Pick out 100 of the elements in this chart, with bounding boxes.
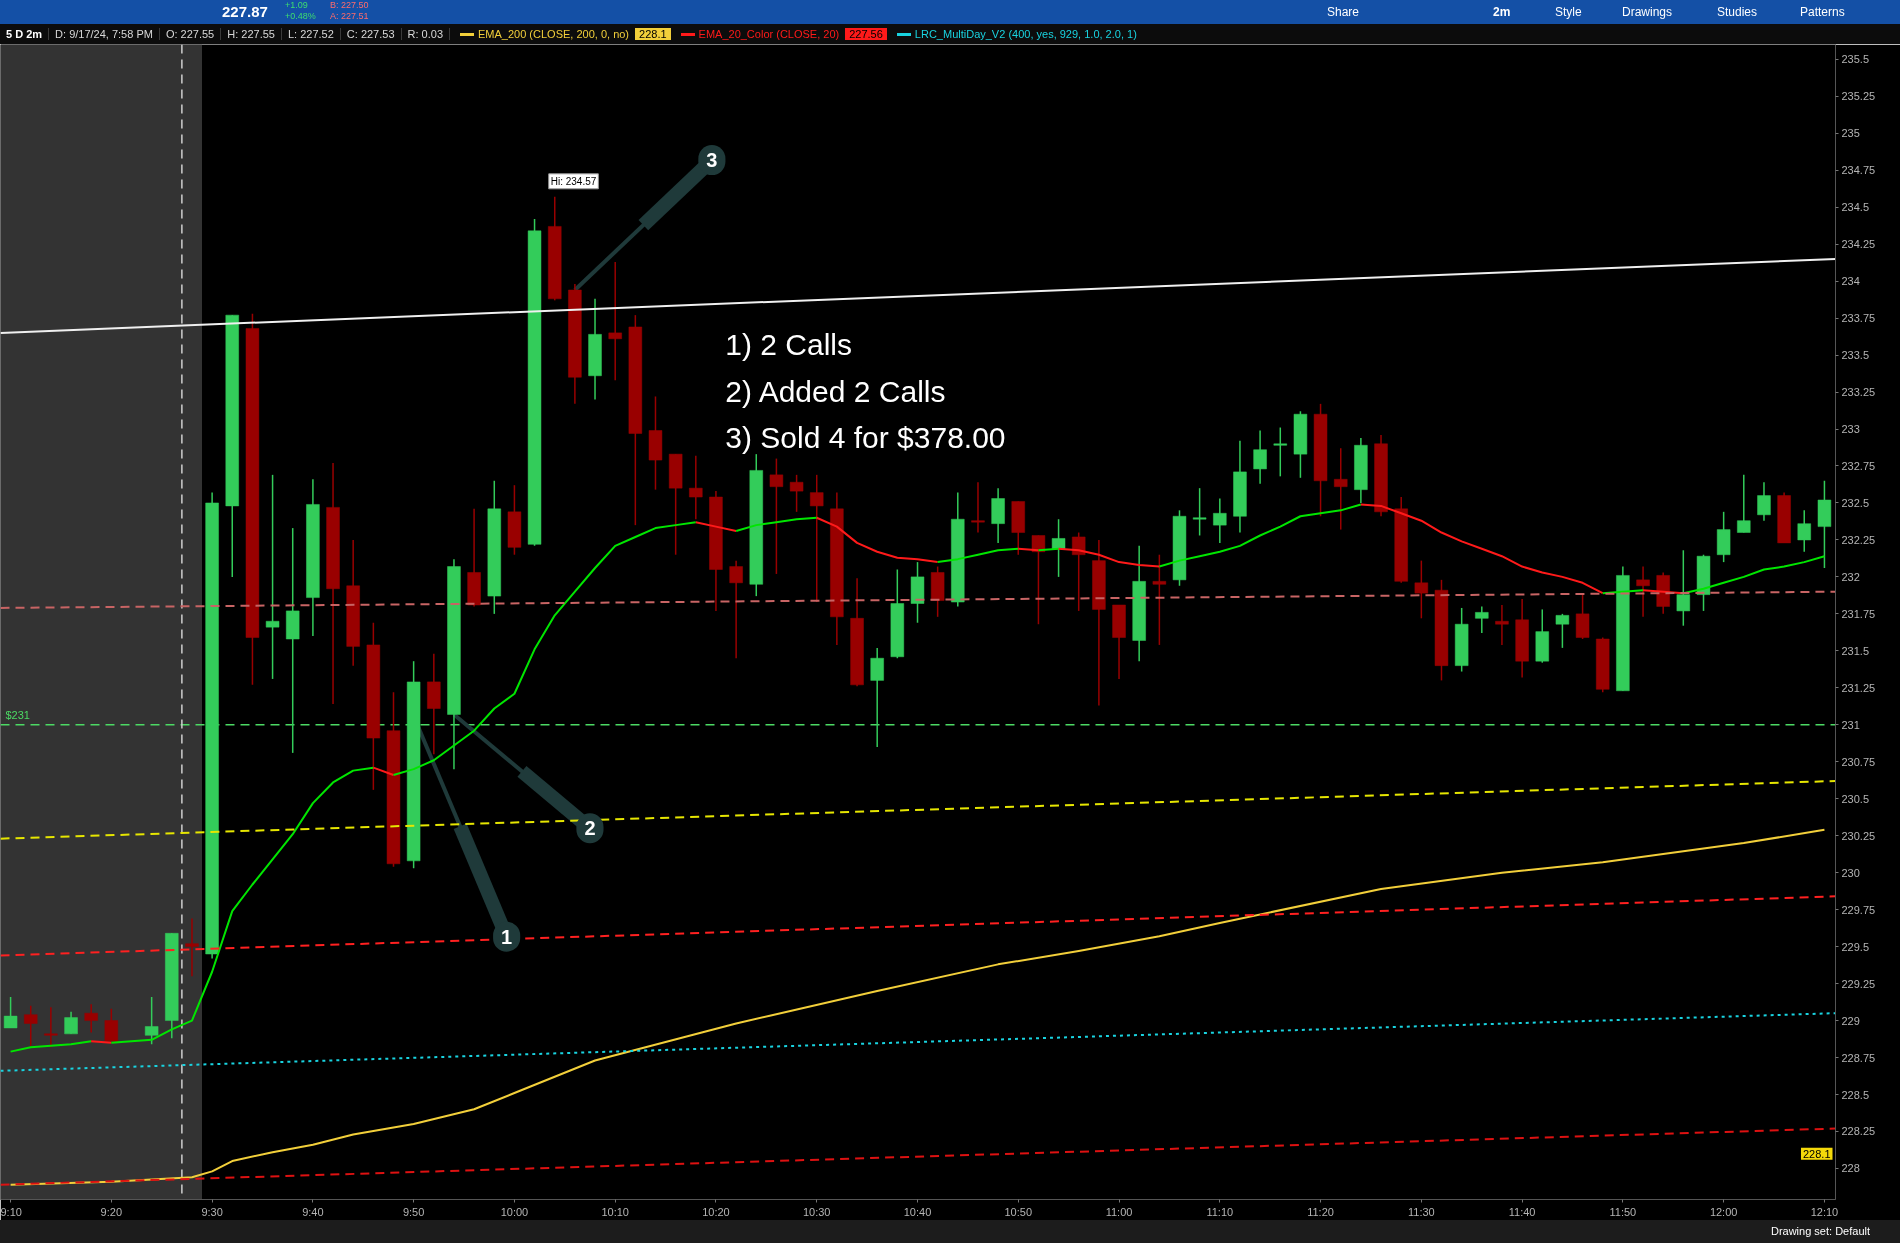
annotation: 3 — [706, 149, 718, 172]
text: R: 0.03 — [401, 28, 450, 40]
candlestick — [44, 1006, 58, 1048]
text: 227.56 — [845, 28, 887, 40]
y-tick-label: 230.75 — [1841, 755, 1876, 768]
candlestick — [1737, 474, 1751, 534]
line-series — [936, 547, 1020, 564]
line-series — [392, 521, 697, 777]
candlestick — [1031, 534, 1046, 625]
y-tick-label: 228 — [1841, 1162, 1860, 1175]
x-tick-label: 10:50 — [1004, 1205, 1033, 1218]
y-tick-label: 233.75 — [1841, 312, 1876, 325]
y-tick-label: 231.25 — [1841, 681, 1876, 694]
y-tick-label: 234 — [1841, 275, 1860, 288]
x-tick-label: 11:40 — [1508, 1205, 1536, 1218]
candlestick — [1051, 518, 1066, 578]
candlestick — [1334, 447, 1348, 531]
candlestick — [1636, 565, 1650, 618]
text: 5 D 2m — [0, 28, 50, 40]
y-tick-label: 233 — [1841, 423, 1860, 436]
x-tick-label: 9:30 — [201, 1205, 223, 1218]
y-tick-label: 235 — [1841, 127, 1860, 140]
text: 228.1 — [635, 28, 671, 40]
y-tick-label: 230.5 — [1841, 792, 1870, 805]
candlestick — [971, 481, 985, 534]
x-tick-label: 11:10 — [1206, 1205, 1234, 1218]
x-tick-label: 12:00 — [1709, 1205, 1738, 1218]
ref-line-label: $231 — [5, 708, 30, 721]
candlestick — [1253, 429, 1267, 485]
y-tick-label: 229.75 — [1841, 903, 1876, 916]
y-tick-label: 231 — [1841, 718, 1860, 731]
text: O: 227.55 — [159, 28, 222, 40]
candlestick — [1555, 613, 1570, 649]
y-tick-label: 233.25 — [1841, 386, 1876, 399]
text: Patterns — [1800, 5, 1845, 19]
candlestick — [185, 917, 199, 977]
y-tick-label: 230 — [1841, 866, 1860, 879]
x-tick-label: 10:20 — [702, 1205, 730, 1218]
x-tick-label: 9:20 — [100, 1205, 123, 1218]
x-tick-label: 11:00 — [1105, 1205, 1133, 1218]
candlestick — [1213, 497, 1227, 544]
annotation: 1) 2 Calls — [725, 328, 853, 362]
x-tick-label: 9:10 — [0, 1205, 22, 1218]
text: A: 227.51 — [330, 11, 369, 21]
text: 2m — [1493, 5, 1511, 19]
candlestick — [84, 1003, 98, 1034]
text: 227.87 — [222, 3, 268, 20]
candlestick — [24, 1005, 38, 1047]
candlestick — [1797, 509, 1811, 553]
y-tick-label: 228.75 — [1841, 1051, 1876, 1064]
y-tick-label: 229 — [1841, 1014, 1860, 1027]
text: Share — [1327, 5, 1360, 19]
x-tick-label: 11:50 — [1609, 1205, 1637, 1218]
annotation: 3) Sold 4 for $378.00 — [725, 420, 1006, 454]
text: L: 227.52 — [281, 28, 341, 40]
candlestick — [1676, 549, 1691, 627]
text: C: 227.53 — [340, 28, 402, 40]
candlestick — [64, 1010, 78, 1035]
line-series — [9, 1040, 93, 1053]
line-series — [1359, 503, 1604, 595]
line-series — [815, 516, 939, 564]
candlestick — [689, 454, 703, 520]
text: B: 227.50 — [330, 0, 369, 10]
line-series — [735, 516, 818, 533]
candlestick — [1072, 531, 1086, 612]
text: Studies — [1717, 5, 1758, 19]
text: Drawing set: Default — [1770, 1225, 1870, 1237]
y-tick-label: 232.5 — [1841, 496, 1870, 509]
y-tick-label: 232.75 — [1841, 459, 1876, 472]
text: Drawings — [1622, 5, 1673, 19]
y-tick-label: 235.5 — [1841, 53, 1870, 66]
annotation: 2) Added 2 Calls — [725, 374, 946, 408]
candlestick — [104, 1007, 119, 1043]
annotation: Hi: 234.57 — [550, 175, 597, 187]
x-tick-label: 10:30 — [802, 1205, 831, 1218]
y-tick-label: 233.5 — [1841, 349, 1870, 362]
y-tick-label: 235.25 — [1841, 90, 1876, 103]
text: Style — [1555, 5, 1582, 19]
x-tick-label: 10:00 — [500, 1205, 529, 1218]
y-tick-label: 231.75 — [1841, 607, 1876, 620]
y-tick-label: 232 — [1841, 570, 1860, 583]
candlestick — [265, 474, 280, 680]
annotation: 1 — [501, 925, 513, 948]
y-tick-label: 231.5 — [1841, 644, 1870, 657]
x-tick-label: 9:50 — [402, 1205, 425, 1218]
candlestick — [1495, 604, 1509, 646]
x-tick-label: 11:30 — [1407, 1205, 1435, 1218]
annotation: 228.1 — [1802, 1147, 1831, 1160]
candlestick — [1575, 592, 1590, 640]
candlestick — [1273, 426, 1287, 478]
y-tick-label: 230.25 — [1841, 829, 1876, 842]
annotation: 2 — [584, 817, 596, 840]
x-tick-label: 11:20 — [1307, 1205, 1334, 1218]
x-tick-label: 10:40 — [903, 1205, 932, 1218]
candlestick — [144, 996, 159, 1045]
y-tick-label: 232.25 — [1841, 533, 1876, 546]
candlestick — [3, 996, 18, 1029]
line-series — [1158, 503, 1362, 568]
candlestick — [1414, 559, 1429, 620]
y-tick-label: 234.5 — [1841, 201, 1870, 214]
